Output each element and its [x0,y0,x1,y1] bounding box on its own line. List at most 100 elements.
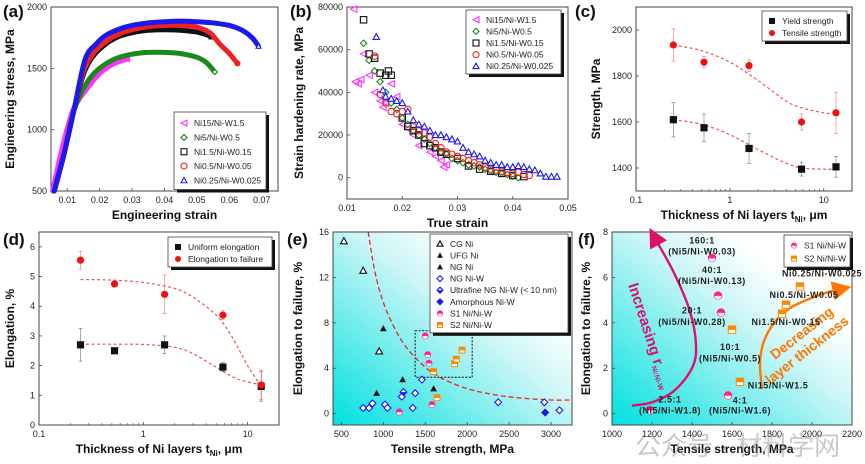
legend-marker [472,51,480,59]
data-point [364,71,373,80]
data-point [160,341,169,349]
data-point [781,300,791,309]
data-point [425,147,434,157]
x-tick-label: 3000 [541,429,561,439]
data-point [541,408,550,417]
y-tick-label: 1500 [27,63,47,73]
x-tick-label: 1000 [373,429,393,439]
point-annotation: 40:1 [702,265,722,275]
y-tick-label: 80000 [318,2,343,12]
data-point [497,167,506,176]
y-tick-label: 6 [603,272,608,282]
data-point [480,156,490,164]
data-point-half [714,295,722,300]
data-point [76,341,85,349]
series-end-marker [123,55,131,63]
series-line [51,18,261,194]
data-point [645,406,655,415]
x-tick-label: 0.01 [338,203,356,213]
data-point [458,346,466,354]
panel-a: (a) 0.01 0.02 0.03 0.04 0.05 0.06 0.07 500 1000 15… [3,2,279,222]
data-point [433,394,441,402]
plot-frame [38,231,280,426]
y-tick-label: 0 [30,420,35,430]
data-point-fill [452,355,460,363]
panel-c: (c) 0.1 1 10 1400 1600 1800 2000 Thickness of Ni… [575,2,853,224]
data-point-half [728,329,736,333]
y-tick-label: 4 [30,301,35,311]
x-tick-label: 2500 [499,429,519,439]
data-point [797,118,806,126]
point-annotation: (Ni5/Ni-W0.28) [658,317,726,327]
legend-label: S1 Ni/Ni-W [450,308,492,318]
data-point [451,360,458,368]
data-point [727,325,737,334]
legend-box [429,233,569,334]
data-point [420,139,429,148]
y-tick-label: 1000 [27,125,47,135]
legend-label: Elongation to failure [188,254,263,264]
data-point-fill [430,368,438,376]
data-point [469,149,479,158]
point-annotation: (Ni5/Ni-W0.5) [699,353,761,363]
data-point [411,389,420,398]
data-point [552,172,562,180]
data-point [436,130,446,139]
data-point [353,79,362,88]
data-point [376,77,385,86]
y-axis-label: Strength, MPa [589,58,603,139]
data-point [359,403,368,413]
legend-label: UFG Ni [450,250,478,260]
data-point [452,355,460,363]
data-point-half [431,371,437,375]
y-tick-label: 3 [30,331,35,341]
legend-label: NG Ni-W [450,274,484,284]
data-point [525,164,534,173]
panel-label: (b) [290,2,312,21]
data-point [442,150,451,158]
point-annotation: 160:1 [689,235,715,245]
legend-label: NG Ni [450,262,473,272]
data-point [795,282,805,291]
data-point [486,165,495,173]
data-point-fill [795,282,805,291]
x-tick-label: 10 [243,429,253,439]
data-point-fill [451,360,458,368]
x-tick-label: 0.02 [393,203,411,213]
point-annotation: Ni1.5/Ni-W0.15 [751,317,820,327]
legend-box [783,234,851,268]
legend-marker [437,310,443,317]
data-point [745,144,753,153]
y-tick-label: 4 [324,363,329,373]
y-axis-label: Elongation, % [3,289,17,369]
data-point [414,141,423,150]
x-axis-label: Engineering strain [112,208,217,222]
legend-marker [791,242,797,249]
data-point-half [452,363,457,367]
data-point [417,375,427,384]
data-point [381,99,390,107]
data-point [372,32,381,40]
x-tick-label: 0.05 [188,195,206,205]
data-point [398,98,407,107]
panel-d: (d) 0.1 1 10 0 1 2 3 4 5 6 Thickness of Ni layers t… [3,230,280,458]
data-point [399,387,408,397]
x-tick-label: 0.1 [630,195,643,205]
data-point [356,75,365,84]
data-point [707,253,717,263]
x-tick-label: 2200 [842,429,862,439]
data-point [364,403,374,413]
data-point [219,363,227,371]
x-axis-label: Thickness of Ni layers tNi, μm [76,442,243,458]
panel-label: (c) [575,2,596,21]
data-point [378,103,387,112]
data-point [669,116,677,124]
y-tick-label: 60000 [318,45,343,55]
data-point [408,403,417,413]
legend-marker [472,27,480,36]
data-point [383,403,392,413]
point-annotation: 2.5:1 [658,394,681,404]
x-axis-label: Thickness of Ni layers tNi, μm [661,208,828,224]
legend-marker [436,286,444,294]
y-axis-label: Strain hardening rate, MPa [292,27,306,179]
